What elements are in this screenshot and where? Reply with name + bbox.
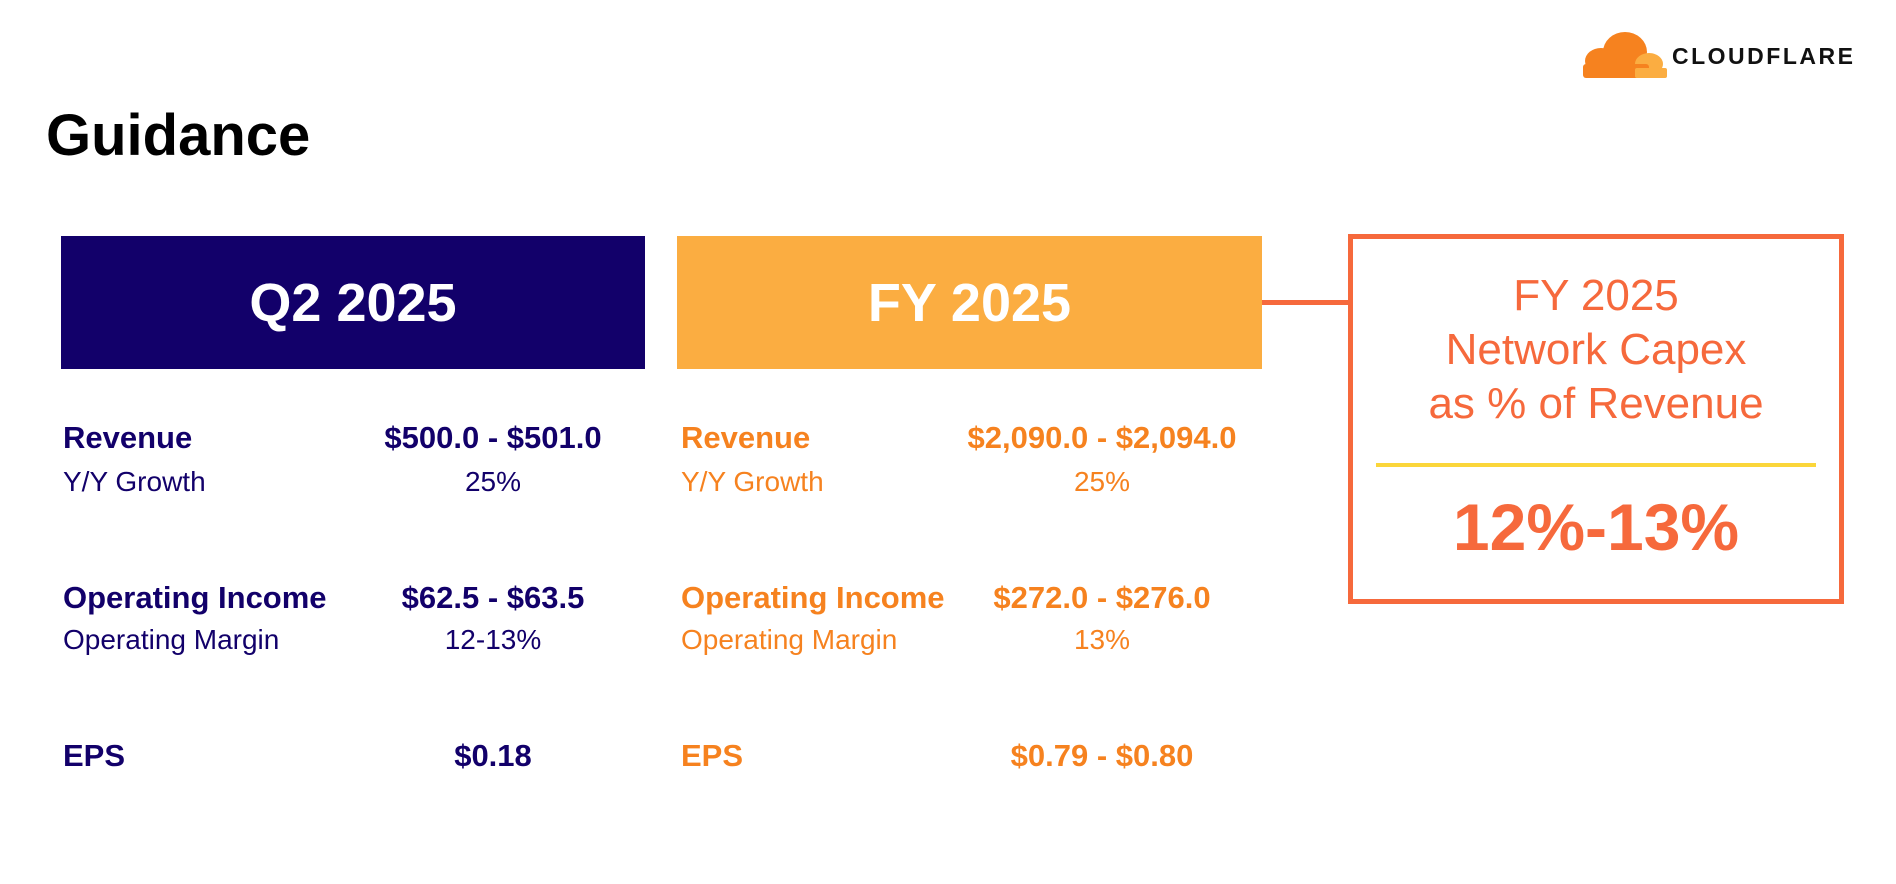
q2-margin-value: 12-13%	[444, 624, 542, 655]
logo-wordmark: CLOUDFLARE	[1672, 43, 1856, 69]
cloudflare-logo: CLOUDFLARE	[1575, 30, 1855, 82]
fy-growth-value: 25%	[1073, 466, 1131, 497]
fy-revenue-value: $2,090.0 - $2,094.0	[967, 420, 1237, 455]
cloud-icon	[1583, 32, 1667, 78]
capex-box: FY 2025 Network Capex as % of Revenue 12…	[1348, 234, 1844, 604]
capex-divider	[1376, 463, 1816, 467]
q2-opinc-value: $62.5 - $63.5	[401, 580, 585, 615]
fy-growth-label: Y/Y Growth	[681, 466, 824, 497]
q2-opinc-label: Operating Income	[63, 580, 327, 615]
fy-margin-label: Operating Margin	[681, 624, 898, 655]
q2-header: Q2 2025	[61, 236, 645, 369]
fy-opinc-label: Operating Income	[681, 580, 945, 615]
q2-growth-value: 25%	[464, 466, 522, 497]
fy-revenue-label: Revenue	[681, 420, 811, 455]
fy-eps-label: EPS	[681, 738, 744, 773]
q2-eps-label: EPS	[63, 738, 126, 773]
q2-revenue-value: $500.0 - $501.0	[384, 420, 602, 455]
q2-revenue-label: Revenue	[63, 420, 193, 455]
capex-title-line3: as % of Revenue	[1428, 379, 1764, 428]
capex-title: FY 2025 Network Capex as % of Revenue	[1353, 269, 1839, 431]
fy-opinc-value: $272.0 - $276.0	[993, 580, 1211, 615]
page-title: Guidance	[46, 103, 311, 168]
q2-margin-label: Operating Margin	[63, 624, 280, 655]
q2-growth-label: Y/Y Growth	[63, 466, 206, 497]
capex-title-line1: FY 2025	[1513, 271, 1679, 320]
fy-margin-value: 13%	[1073, 624, 1131, 655]
fy-eps-value: $0.79 - $0.80	[1010, 738, 1194, 773]
fy-header: FY 2025	[677, 236, 1262, 369]
capex-connector-line	[1262, 300, 1348, 305]
capex-value: 12%-13%	[1452, 490, 1740, 564]
capex-title-line2: Network Capex	[1445, 325, 1747, 374]
q2-eps-value: $0.18	[454, 738, 532, 773]
